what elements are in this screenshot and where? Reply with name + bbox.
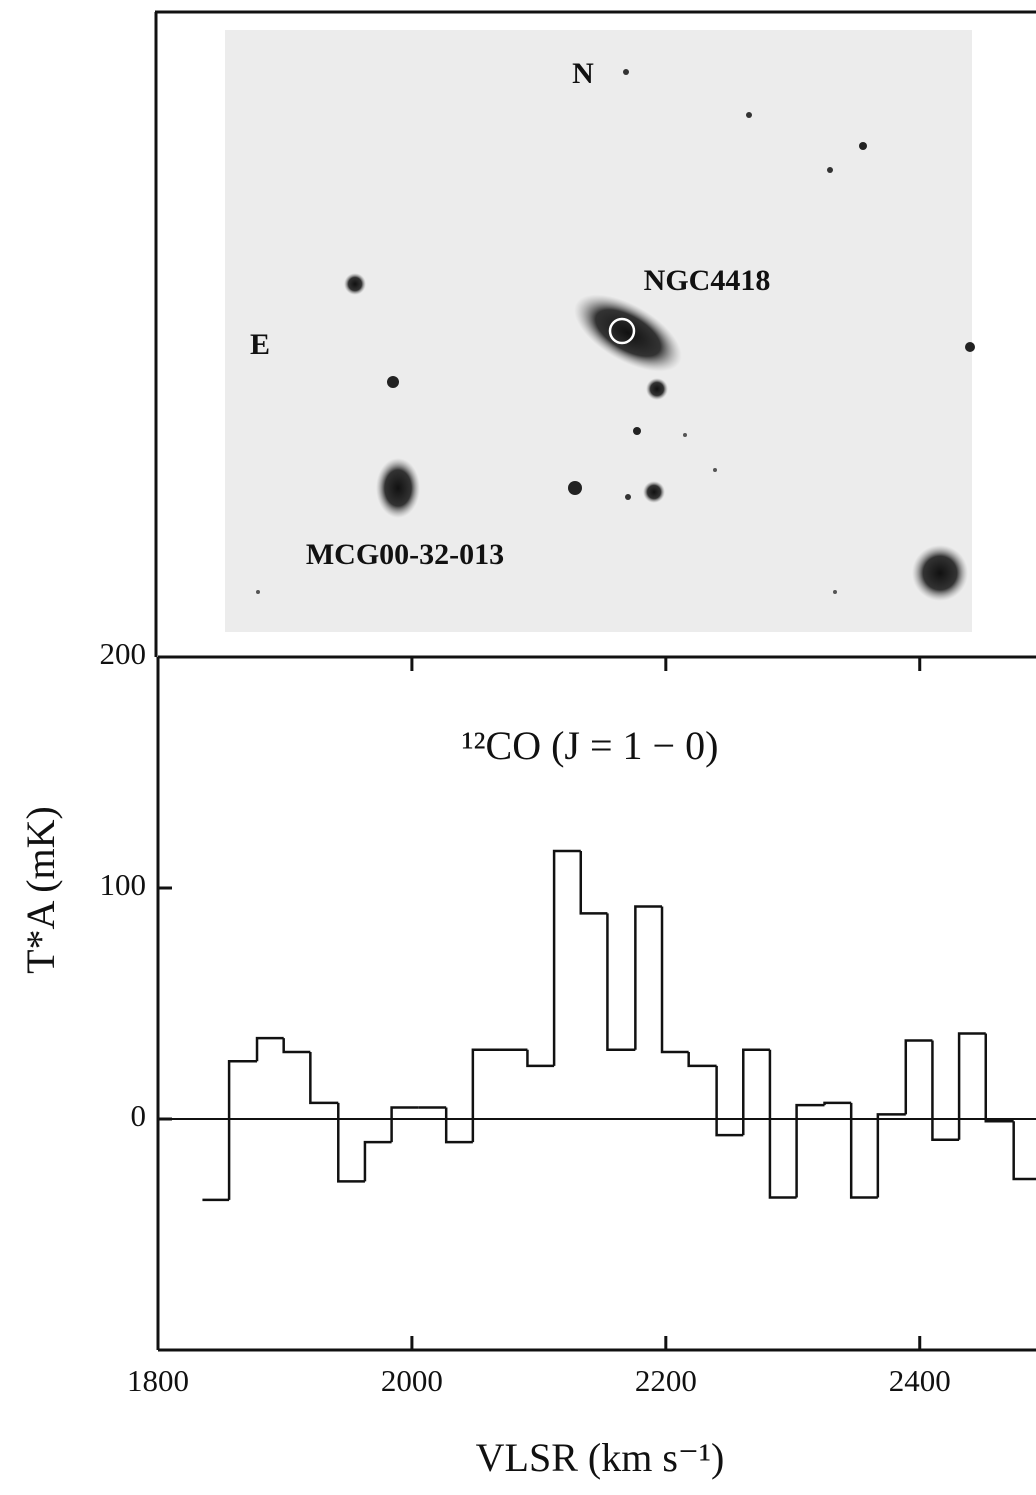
spectrum-channel (255, 1036, 284, 1062)
spectrum-channel (823, 1101, 852, 1106)
spectrum-channel (931, 1040, 960, 1142)
spectrum-channel (444, 1107, 473, 1144)
star (633, 427, 641, 435)
star (568, 481, 582, 495)
star (833, 590, 837, 594)
spectrum-channel (227, 1060, 258, 1200)
star (646, 378, 668, 400)
star (965, 342, 975, 352)
spectrum-channel (390, 1106, 419, 1143)
spectrum-channel (904, 1039, 933, 1115)
beam-circle (608, 317, 636, 345)
y-tick-label: 0 (131, 1098, 147, 1133)
star (746, 112, 752, 118)
spectrum-channel (282, 1038, 311, 1054)
spectrum-channel (1012, 1121, 1036, 1181)
spectrum-channel (849, 1102, 878, 1199)
spectrum-channel (876, 1113, 906, 1198)
star (713, 468, 717, 472)
spectrum-channel (715, 1065, 744, 1137)
chart-title: ¹²CO (J = 1 − 0) (462, 723, 719, 768)
spectrum-channel (579, 851, 608, 915)
annotation: NGC4418 (644, 264, 771, 297)
y-tick-label: 200 (100, 636, 147, 671)
spectrum-channel (471, 1048, 500, 1143)
star (344, 273, 366, 295)
spectrum-channel (552, 849, 581, 1066)
star (859, 142, 867, 150)
galaxy-ngc4418 (574, 294, 682, 372)
star (387, 376, 399, 388)
spectrum-channel (984, 1033, 1014, 1123)
star (256, 590, 260, 594)
star (623, 69, 629, 75)
spectrum-channel (957, 1032, 986, 1140)
star (643, 481, 665, 503)
x-tick-label: 2200 (635, 1363, 697, 1398)
annotation: E (250, 328, 270, 361)
galaxy-mcg (376, 458, 420, 518)
x-tick-label: 2400 (889, 1363, 951, 1398)
x-tick-label: 1800 (127, 1363, 189, 1398)
spectrum-channel (526, 1049, 555, 1068)
spectrum-channel (742, 1048, 770, 1136)
x-axis-label: VLSR (km s⁻¹) (476, 1435, 725, 1480)
annotation: N (572, 57, 594, 90)
star (625, 494, 631, 500)
y-tick-label: 100 (100, 867, 147, 902)
spectrum-channel (634, 905, 663, 1050)
spectrum-channel (337, 1102, 365, 1183)
star (827, 167, 833, 173)
spectrum-channel (687, 1052, 717, 1068)
star (912, 545, 968, 601)
star (683, 433, 687, 437)
spectrum (202, 849, 1036, 1202)
spectrum-channel (309, 1052, 339, 1105)
spectrum-channel (606, 913, 636, 1051)
x-tick-label: 2000 (381, 1363, 443, 1398)
y-axis-label: T*A (mK) (18, 806, 63, 974)
annotation: MCG00-32-013 (306, 538, 504, 571)
spectrum-channel (363, 1140, 392, 1182)
spectrum-channel (768, 1049, 797, 1199)
spectrum-channel (660, 906, 689, 1054)
spectrum-channel (795, 1103, 825, 1198)
sky-image (225, 30, 975, 632)
